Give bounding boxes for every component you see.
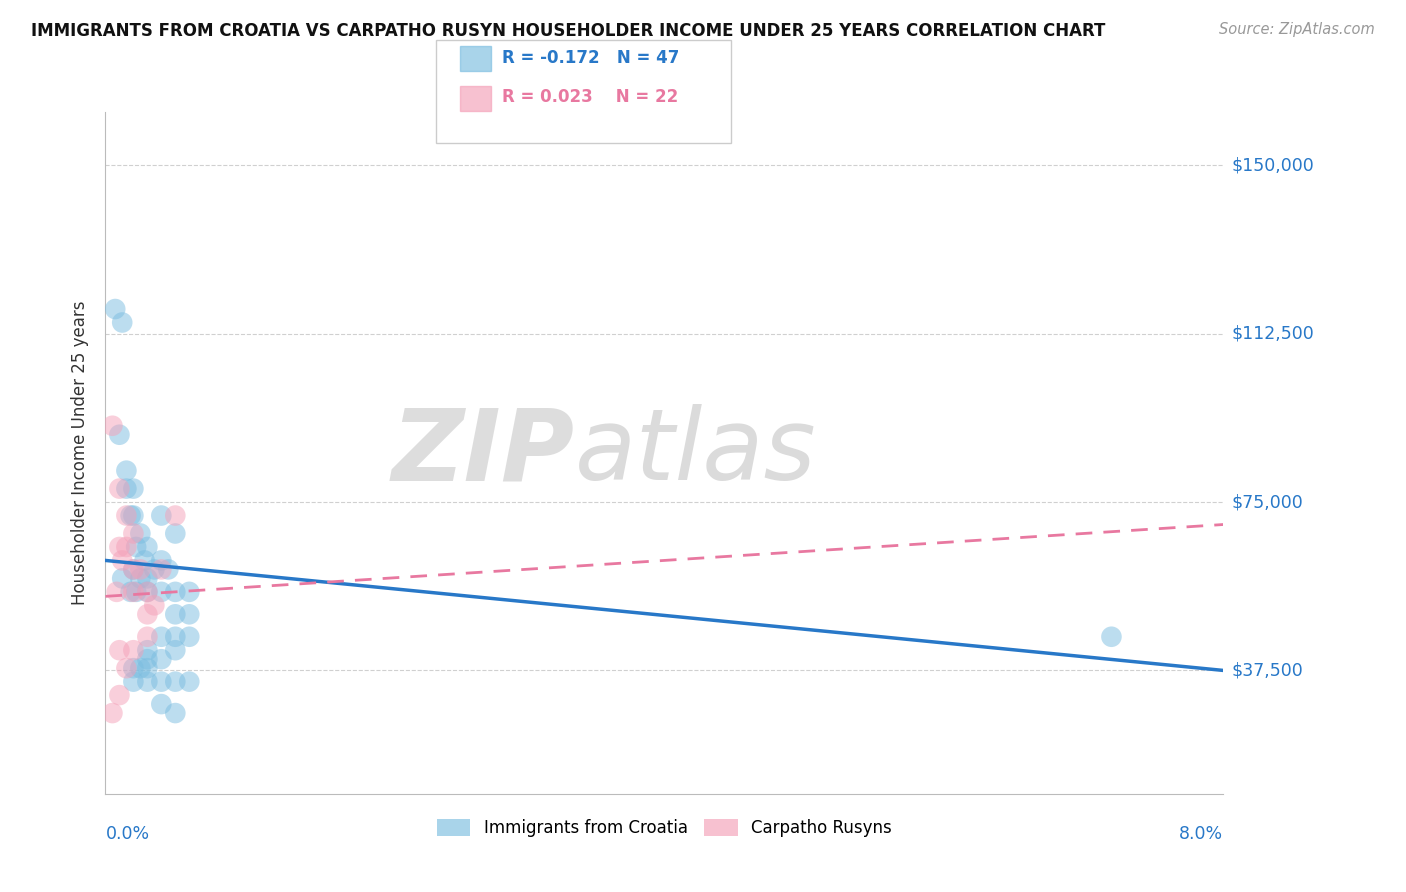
Point: [122, 526, 145, 541]
Text: 8.0%: 8.0%: [1180, 824, 1223, 843]
Text: IMMIGRANTS FROM CROATIA VS CARPATHO RUSYN HOUSEHOLDER INCOME UNDER 25 YEARS CORR: IMMIGRANTS FROM CROATIA VS CARPATHO RUSY…: [31, 22, 1105, 40]
Point: [129, 526, 152, 541]
Point: [150, 674, 173, 689]
Point: [108, 482, 131, 496]
Point: [136, 661, 159, 675]
Point: [165, 630, 187, 644]
Point: [129, 661, 152, 675]
Point: [115, 482, 138, 496]
Point: [150, 652, 173, 666]
Point: [120, 585, 142, 599]
Point: [136, 571, 159, 585]
Point: [105, 585, 128, 599]
Point: [115, 464, 138, 478]
Point: [134, 553, 156, 567]
Point: [108, 540, 131, 554]
Point: [136, 652, 159, 666]
Point: [122, 562, 145, 576]
Y-axis label: Householder Income Under 25 years: Householder Income Under 25 years: [72, 301, 90, 605]
Point: [143, 562, 166, 576]
Point: [122, 562, 145, 576]
Text: $37,500: $37,500: [1232, 662, 1303, 680]
Point: [136, 585, 159, 599]
Point: [108, 688, 131, 702]
Point: [101, 418, 124, 433]
Point: [108, 427, 131, 442]
Point: [115, 508, 138, 523]
Point: [111, 316, 134, 330]
Text: Source: ZipAtlas.com: Source: ZipAtlas.com: [1219, 22, 1375, 37]
Point: [104, 301, 127, 316]
Point: [122, 508, 145, 523]
Point: [136, 674, 159, 689]
Text: $112,500: $112,500: [1232, 325, 1315, 343]
Point: [150, 585, 173, 599]
Point: [122, 643, 145, 657]
Point: [136, 607, 159, 622]
Point: [165, 706, 187, 720]
Point: [165, 526, 187, 541]
Point: [165, 607, 187, 622]
Legend: Immigrants from Croatia, Carpatho Rusyns: Immigrants from Croatia, Carpatho Rusyns: [430, 812, 898, 844]
Point: [108, 643, 131, 657]
Point: [136, 540, 159, 554]
Point: [165, 674, 187, 689]
Point: [136, 630, 159, 644]
Point: [179, 607, 201, 622]
Point: [150, 630, 173, 644]
Point: [1099, 630, 1122, 644]
Point: [122, 482, 145, 496]
Point: [122, 674, 145, 689]
Point: [179, 585, 201, 599]
Point: [125, 540, 148, 554]
Point: [150, 562, 173, 576]
Point: [115, 540, 138, 554]
Point: [157, 562, 180, 576]
Text: ZIP: ZIP: [392, 404, 575, 501]
Text: atlas: atlas: [575, 404, 817, 501]
Point: [111, 553, 134, 567]
Point: [179, 674, 201, 689]
Point: [115, 661, 138, 675]
Text: R = -0.172   N = 47: R = -0.172 N = 47: [502, 49, 679, 67]
Point: [150, 553, 173, 567]
Text: R = 0.023    N = 22: R = 0.023 N = 22: [502, 88, 678, 106]
Point: [129, 571, 152, 585]
Text: $150,000: $150,000: [1232, 156, 1315, 174]
Point: [165, 508, 187, 523]
Point: [143, 599, 166, 613]
Point: [150, 697, 173, 711]
Point: [122, 585, 145, 599]
Point: [150, 508, 173, 523]
Point: [125, 585, 148, 599]
Point: [179, 630, 201, 644]
Point: [165, 585, 187, 599]
Point: [122, 661, 145, 675]
Point: [129, 562, 152, 576]
Point: [136, 643, 159, 657]
Text: $75,000: $75,000: [1232, 493, 1303, 511]
Point: [165, 643, 187, 657]
Point: [136, 585, 159, 599]
Text: 0.0%: 0.0%: [105, 824, 149, 843]
Point: [120, 508, 142, 523]
Point: [101, 706, 124, 720]
Point: [111, 571, 134, 585]
